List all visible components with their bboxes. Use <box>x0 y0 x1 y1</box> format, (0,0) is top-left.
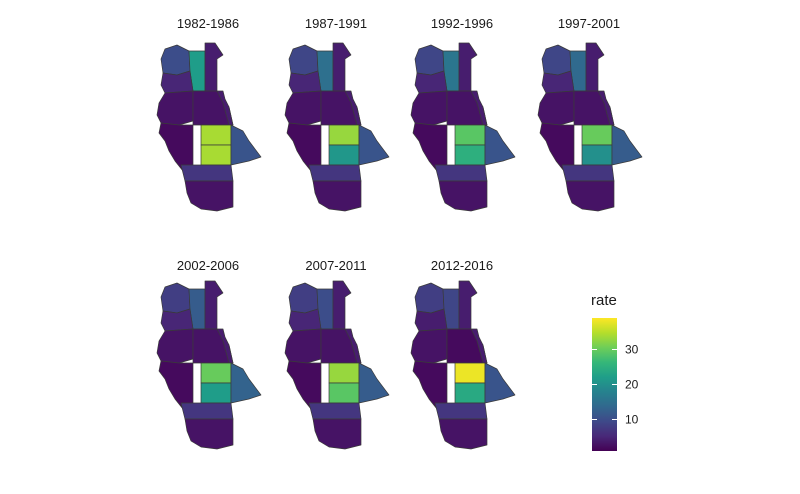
region-w-mid <box>156 90 194 126</box>
region-w-mid <box>156 328 194 364</box>
map-panel: 1997-2001 <box>537 16 643 212</box>
region-north-e <box>458 42 478 92</box>
region-s-band <box>434 402 488 420</box>
region-north-w <box>288 44 319 76</box>
map-regions <box>156 42 262 212</box>
region-e-low <box>230 362 262 404</box>
region-s-band <box>561 164 615 182</box>
region-c-up <box>200 362 232 384</box>
region-e-mid <box>597 90 615 126</box>
region-w-low <box>412 122 448 174</box>
region-north-e <box>332 280 352 330</box>
map-panel: 2002-2006 <box>156 258 262 450</box>
panel-title: 1992-1996 <box>431 16 493 31</box>
map-panel: 2007-2011 <box>284 258 390 450</box>
legend-ticks: 10 20 30 <box>592 343 639 427</box>
region-e-low <box>358 124 390 166</box>
panel-title: 1997-2001 <box>558 16 620 31</box>
region-north-w <box>288 282 319 314</box>
region-e-mid <box>344 90 362 126</box>
region-s-band <box>308 164 362 182</box>
region-e-low <box>230 124 262 166</box>
region-north-e <box>204 280 224 330</box>
region-c-low <box>200 144 232 166</box>
map-panel: 1987-1991 <box>284 16 390 212</box>
region-s-tip <box>438 180 488 212</box>
region-e-low <box>358 362 390 404</box>
region-s-tip <box>312 418 362 450</box>
region-north-w <box>541 44 572 76</box>
region-north-e <box>204 42 224 92</box>
legend-tick-label: 30 <box>625 343 639 357</box>
region-w-low <box>539 122 575 174</box>
rate-legend: rate 10 20 30 <box>591 292 639 451</box>
region-north-w <box>160 282 191 314</box>
region-s-band <box>308 402 362 420</box>
region-north-e <box>332 42 352 92</box>
panel-title: 1982-1986 <box>177 16 239 31</box>
map-panel: 1992-1996 <box>410 16 516 212</box>
region-s-tip <box>438 418 488 450</box>
region-w-mid <box>284 328 322 364</box>
region-e-low <box>484 362 516 404</box>
map-panels: 1982-1986 1987-1991 1992-1996 1997-2001 2002… <box>156 16 643 450</box>
region-e-mid <box>470 328 488 364</box>
region-w-mid <box>410 90 448 126</box>
region-c-up <box>454 362 486 384</box>
map-panel: 1982-1986 <box>156 16 262 212</box>
region-w-mid <box>410 328 448 364</box>
region-c-up <box>200 124 232 146</box>
region-e-low <box>611 124 643 166</box>
map-regions <box>284 280 390 450</box>
legend-title: rate <box>591 292 617 309</box>
region-north-w <box>160 44 191 76</box>
region-w-low <box>412 360 448 412</box>
region-w-mid <box>537 90 575 126</box>
region-c-low <box>328 382 360 404</box>
legend-tick-label: 20 <box>625 378 639 392</box>
region-north-w <box>414 282 445 314</box>
panel-title: 1987-1991 <box>305 16 367 31</box>
region-c-low <box>454 382 486 404</box>
map-regions <box>410 280 516 450</box>
map-regions <box>284 42 390 212</box>
region-s-tip <box>184 180 234 212</box>
region-w-low <box>158 122 194 174</box>
region-s-band <box>434 164 488 182</box>
map-regions <box>410 42 516 212</box>
region-c-up <box>454 124 486 146</box>
region-s-tip <box>565 180 615 212</box>
region-c-low <box>328 144 360 166</box>
region-c-low <box>454 144 486 166</box>
region-s-band <box>180 402 234 420</box>
region-north-w <box>414 44 445 76</box>
map-regions <box>156 280 262 450</box>
region-e-mid <box>344 328 362 364</box>
region-s-tip <box>184 418 234 450</box>
region-e-mid <box>216 90 234 126</box>
region-e-mid <box>216 328 234 364</box>
region-north-e <box>458 280 478 330</box>
region-c-up <box>328 124 360 146</box>
region-w-low <box>286 360 322 412</box>
region-c-low <box>200 382 232 404</box>
region-e-low <box>484 124 516 166</box>
panel-title: 2012-2016 <box>431 258 493 273</box>
map-regions <box>537 42 643 212</box>
region-north-e <box>585 42 605 92</box>
region-c-low <box>581 144 613 166</box>
panel-title: 2007-2011 <box>305 258 366 273</box>
legend-tick-label: 10 <box>625 413 639 427</box>
map-panel: 2012-2016 <box>410 258 516 450</box>
region-c-up <box>328 362 360 384</box>
region-s-tip <box>312 180 362 212</box>
region-e-mid <box>470 90 488 126</box>
region-c-up <box>581 124 613 146</box>
region-w-mid <box>284 90 322 126</box>
region-s-band <box>180 164 234 182</box>
region-w-low <box>158 360 194 412</box>
region-w-low <box>286 122 322 174</box>
panel-title: 2002-2006 <box>177 258 239 273</box>
